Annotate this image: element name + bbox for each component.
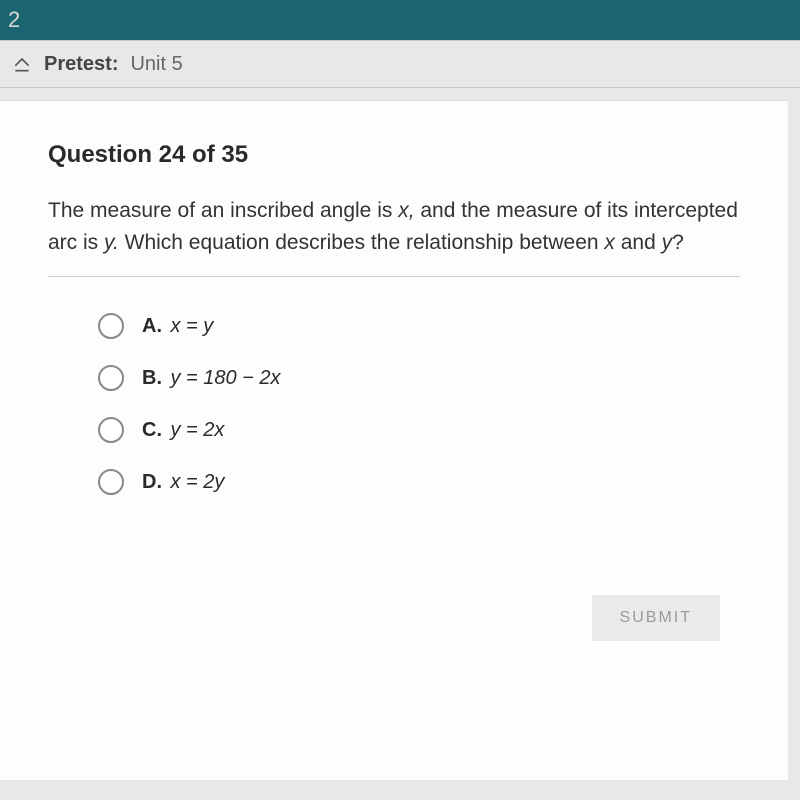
counter-number: 2: [8, 7, 20, 33]
option-b[interactable]: B. y = 180 − 2x: [98, 365, 740, 391]
option-equation: x = y: [170, 315, 213, 337]
radio-a[interactable]: [98, 313, 124, 339]
radio-c[interactable]: [98, 417, 124, 443]
option-a-text: A. x = y: [142, 315, 213, 338]
unit-label: Unit 5: [130, 53, 182, 76]
radio-b[interactable]: [98, 365, 124, 391]
qt-var2: y.: [104, 231, 119, 254]
collapse-icon[interactable]: [12, 54, 32, 74]
header-row: Pretest: Unit 5: [0, 40, 800, 88]
submit-button[interactable]: SUBMIT: [592, 595, 720, 641]
question-heading: Question 24 of 35: [48, 141, 740, 169]
options-list: A. x = y B. y = 180 − 2x C. y = 2x D. x …: [48, 313, 740, 495]
option-letter: A.: [142, 315, 162, 337]
qt-var3: x: [604, 231, 615, 254]
option-equation: y = 2x: [170, 419, 224, 441]
divider: [48, 276, 740, 277]
option-b-text: B. y = 180 − 2x: [142, 367, 281, 390]
option-c[interactable]: C. y = 2x: [98, 417, 740, 443]
question-text: The measure of an inscribed angle is x, …: [48, 195, 740, 258]
option-letter: B.: [142, 367, 162, 389]
submit-wrap: SUBMIT: [48, 595, 740, 641]
option-d[interactable]: D. x = 2y: [98, 469, 740, 495]
option-d-text: D. x = 2y: [142, 471, 224, 494]
option-equation: y = 180 − 2x: [170, 367, 280, 389]
option-letter: C.: [142, 419, 162, 441]
top-bar: 2: [0, 0, 800, 40]
pretest-label: Pretest:: [44, 53, 118, 76]
option-c-text: C. y = 2x: [142, 419, 224, 442]
qt-part5: ?: [672, 231, 684, 254]
radio-d[interactable]: [98, 469, 124, 495]
qt-part1: The measure of an inscribed angle is: [48, 199, 398, 222]
qt-var1: x,: [398, 199, 414, 222]
option-a[interactable]: A. x = y: [98, 313, 740, 339]
qt-part3: Which equation describes the relationshi…: [119, 231, 605, 254]
content-panel: Question 24 of 35 The measure of an insc…: [0, 100, 788, 780]
option-equation: x = 2y: [170, 471, 224, 493]
qt-var4: y: [662, 231, 673, 254]
option-letter: D.: [142, 471, 162, 493]
qt-part4: and: [615, 231, 662, 254]
